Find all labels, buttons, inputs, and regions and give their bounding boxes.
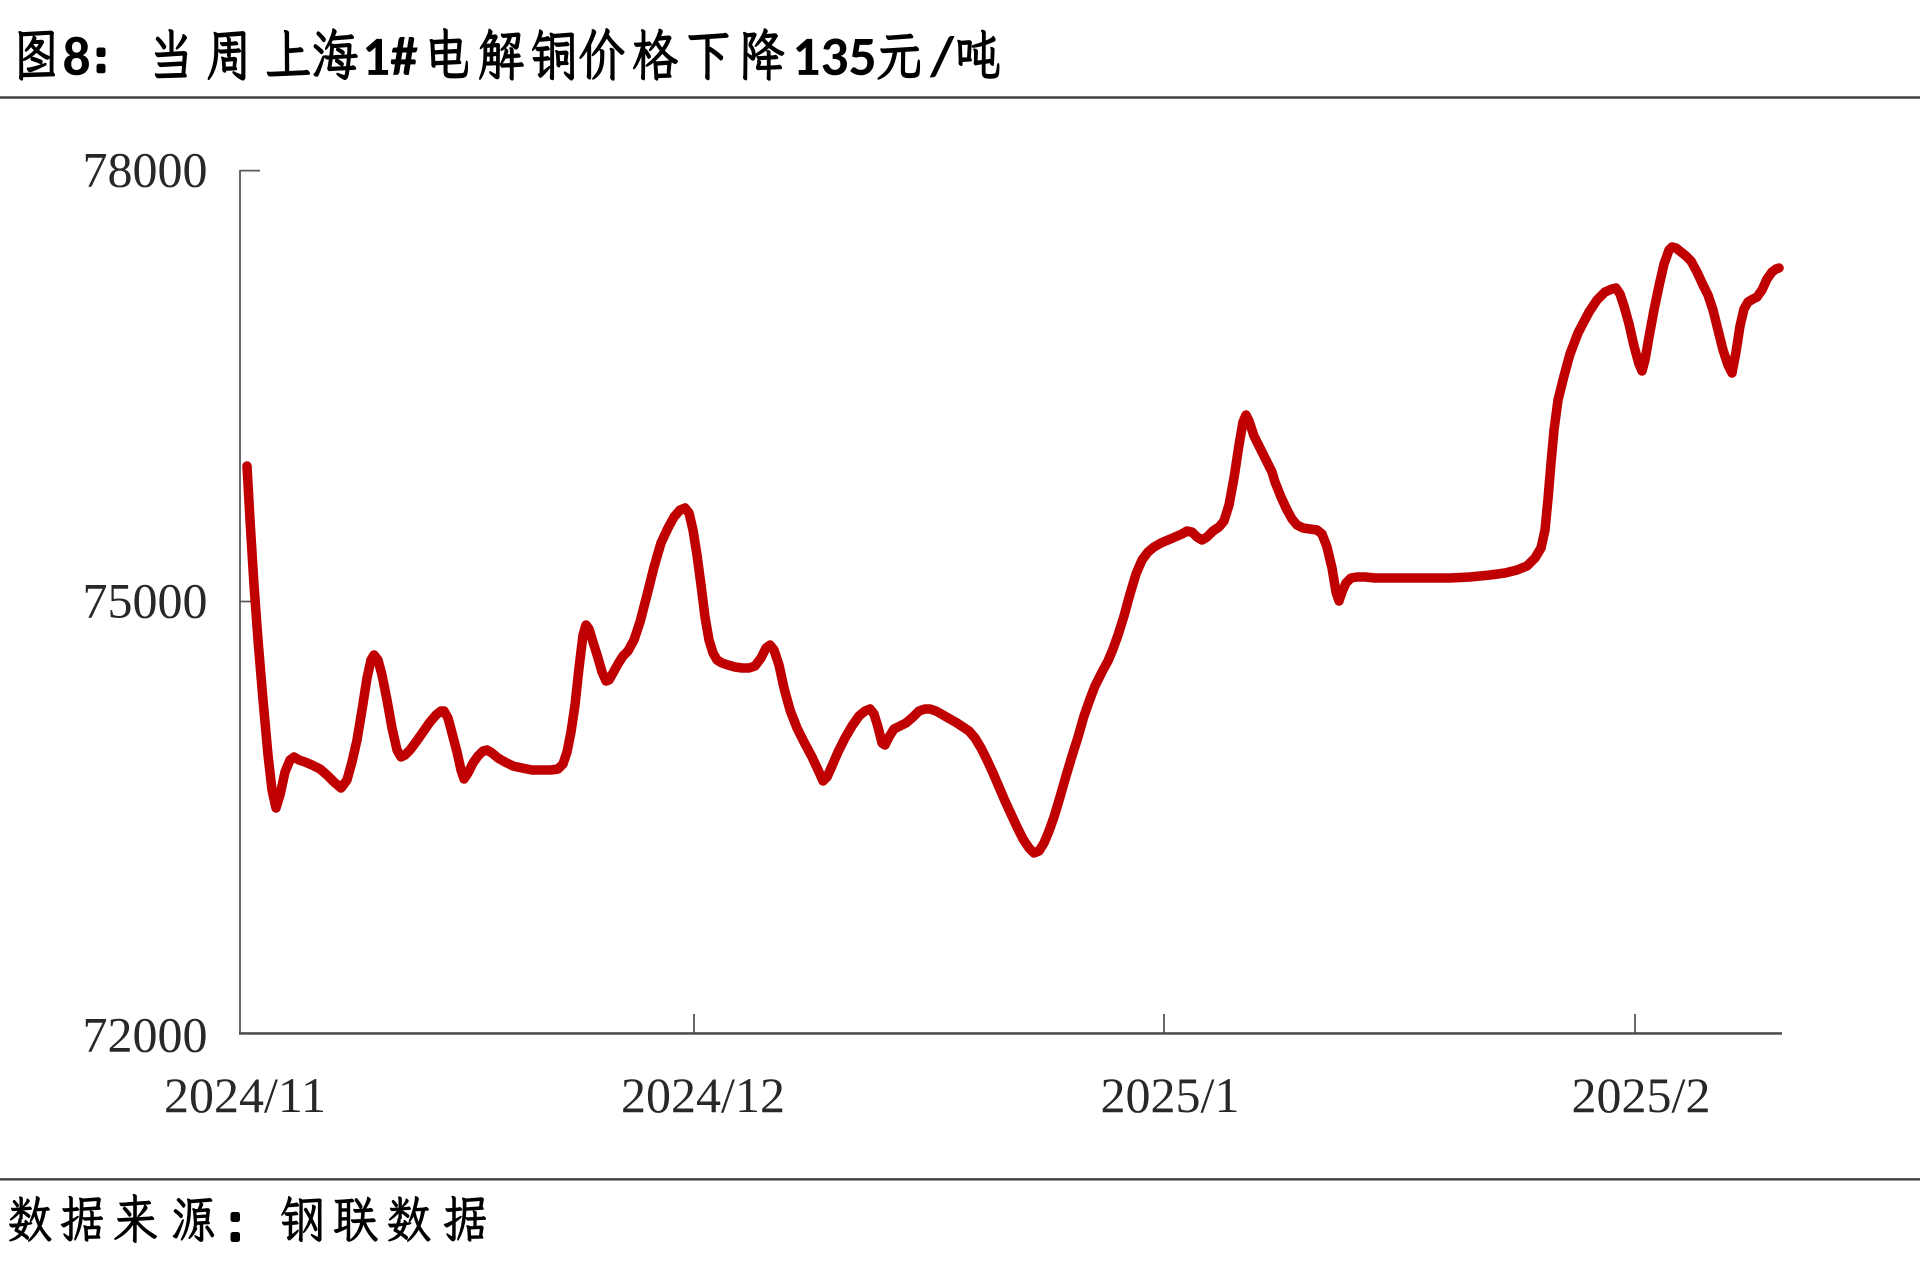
- svg-text:72000: 72000: [83, 1007, 208, 1063]
- svg-text:2025/2: 2025/2: [1572, 1067, 1711, 1123]
- svg-text:2025/1: 2025/1: [1101, 1067, 1240, 1123]
- svg-text:2024/11: 2024/11: [164, 1067, 326, 1123]
- svg-text:75000: 75000: [83, 573, 208, 629]
- svg-text:2024/12: 2024/12: [621, 1067, 785, 1123]
- svg-text:78000: 78000: [83, 142, 208, 198]
